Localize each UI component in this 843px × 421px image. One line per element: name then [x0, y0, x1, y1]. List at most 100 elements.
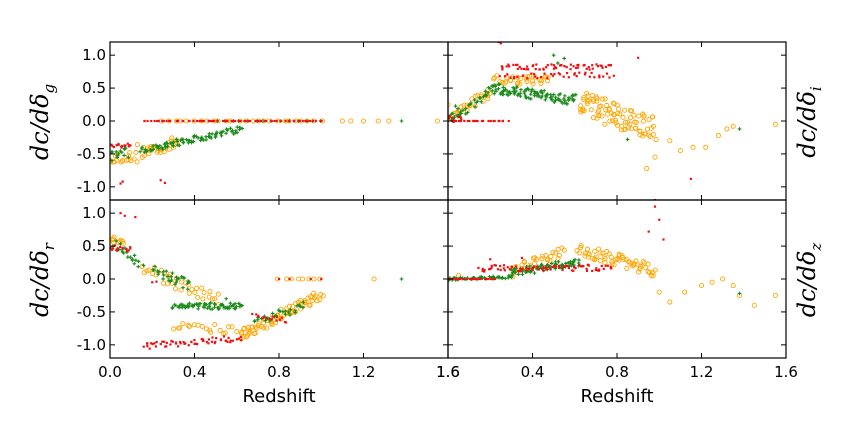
data-point-red [535, 265, 538, 268]
data-point-red [582, 264, 585, 268]
data-point-green [187, 301, 192, 306]
data-point-orange [652, 267, 658, 273]
data-point-orange [111, 234, 117, 240]
data-point-orange [592, 257, 598, 263]
data-point-red [116, 249, 119, 252]
data-point-green [543, 97, 548, 102]
data-point-orange [222, 330, 228, 336]
data-point-red [213, 119, 216, 123]
data-point-orange [637, 263, 644, 269]
data-point-red [553, 264, 556, 267]
data-point-orange [656, 289, 662, 295]
data-point-green [297, 303, 301, 307]
data-point-red [540, 267, 543, 270]
svg-text:dc/dδr: dc/dδr [26, 242, 58, 317]
data-point-red [143, 119, 146, 123]
data-point-red [306, 119, 309, 123]
data-point-orange [141, 270, 147, 276]
data-point-orange [282, 118, 288, 124]
data-point-red [110, 248, 114, 251]
data-point-red [126, 142, 129, 145]
xlabel-left: Redshift [242, 386, 315, 407]
data-point-red [257, 119, 260, 123]
data-point-red [177, 119, 180, 123]
data-point-red [598, 268, 601, 271]
data-point-red [127, 145, 130, 148]
data-point-red [275, 315, 279, 318]
data-point-red [262, 316, 265, 319]
data-point-green [182, 275, 186, 280]
data-point-green [566, 260, 571, 265]
data-point-orange [650, 131, 656, 138]
data-point-orange [703, 144, 709, 150]
data-point-green [519, 87, 523, 92]
data-point-red [472, 119, 475, 123]
data-point-green [171, 140, 176, 145]
data-point-green [210, 132, 214, 136]
data-point-red [265, 316, 268, 320]
data-point-orange [631, 262, 637, 268]
data-point-green [573, 257, 577, 262]
data-point-red [479, 277, 482, 281]
data-point-orange [584, 100, 590, 107]
data-point-red [193, 338, 196, 342]
data-point-red [219, 339, 222, 342]
data-point-orange [608, 254, 614, 260]
data-point-red [230, 119, 233, 123]
data-point-red [551, 74, 554, 77]
data-point-green [126, 155, 131, 159]
data-point-green [486, 90, 490, 95]
data-point-red [554, 265, 558, 268]
data-point-orange [110, 237, 116, 243]
data-point-orange [730, 283, 736, 289]
data-point-orange [171, 326, 177, 332]
data-point-orange [261, 325, 267, 331]
data-points [448, 42, 778, 200]
data-point-red [562, 75, 565, 78]
data-point-orange [627, 115, 634, 121]
data-point-orange [300, 276, 306, 282]
data-point-red [519, 268, 522, 271]
data-point-orange [622, 107, 628, 113]
data-point-orange [622, 119, 629, 125]
data-point-green [574, 92, 578, 97]
data-point-red [604, 264, 607, 267]
data-point-red [320, 277, 323, 281]
data-point-red [159, 342, 162, 346]
data-point-red [151, 281, 154, 284]
data-point-orange [653, 136, 659, 143]
data-point-orange [643, 265, 649, 271]
data-point-orange [538, 78, 544, 84]
data-point-green [572, 98, 576, 102]
data-point-red [154, 345, 158, 348]
data-point-green [562, 56, 566, 61]
xtick-label: 0.8 [605, 363, 629, 381]
data-point-red [127, 249, 130, 252]
data-point-green [224, 131, 228, 136]
data-point-red [468, 119, 471, 123]
data-point-orange [597, 250, 603, 256]
data-point-green [174, 275, 179, 280]
data-point-red [542, 269, 545, 272]
data-point-orange [127, 150, 133, 156]
data-point-red [565, 264, 568, 267]
data-point-orange [604, 102, 610, 109]
data-point-red [465, 277, 468, 281]
data-point-green [123, 146, 128, 150]
data-point-green [114, 150, 118, 154]
data-point-red [609, 265, 612, 269]
data-point-red [169, 343, 172, 346]
data-point-green [209, 301, 213, 305]
data-point-green [200, 136, 204, 141]
ytick-label: -0.5 [77, 145, 106, 163]
data-point-green [221, 129, 225, 134]
data-point-orange [751, 302, 757, 308]
data-point-orange [212, 322, 218, 328]
data-point-green [136, 264, 140, 269]
data-point-red [591, 269, 594, 272]
data-point-green [625, 137, 630, 142]
xtick-label: 1.6 [436, 363, 460, 381]
data-point-red [150, 119, 153, 123]
data-point-red [155, 280, 158, 283]
data-point-red [150, 342, 153, 345]
